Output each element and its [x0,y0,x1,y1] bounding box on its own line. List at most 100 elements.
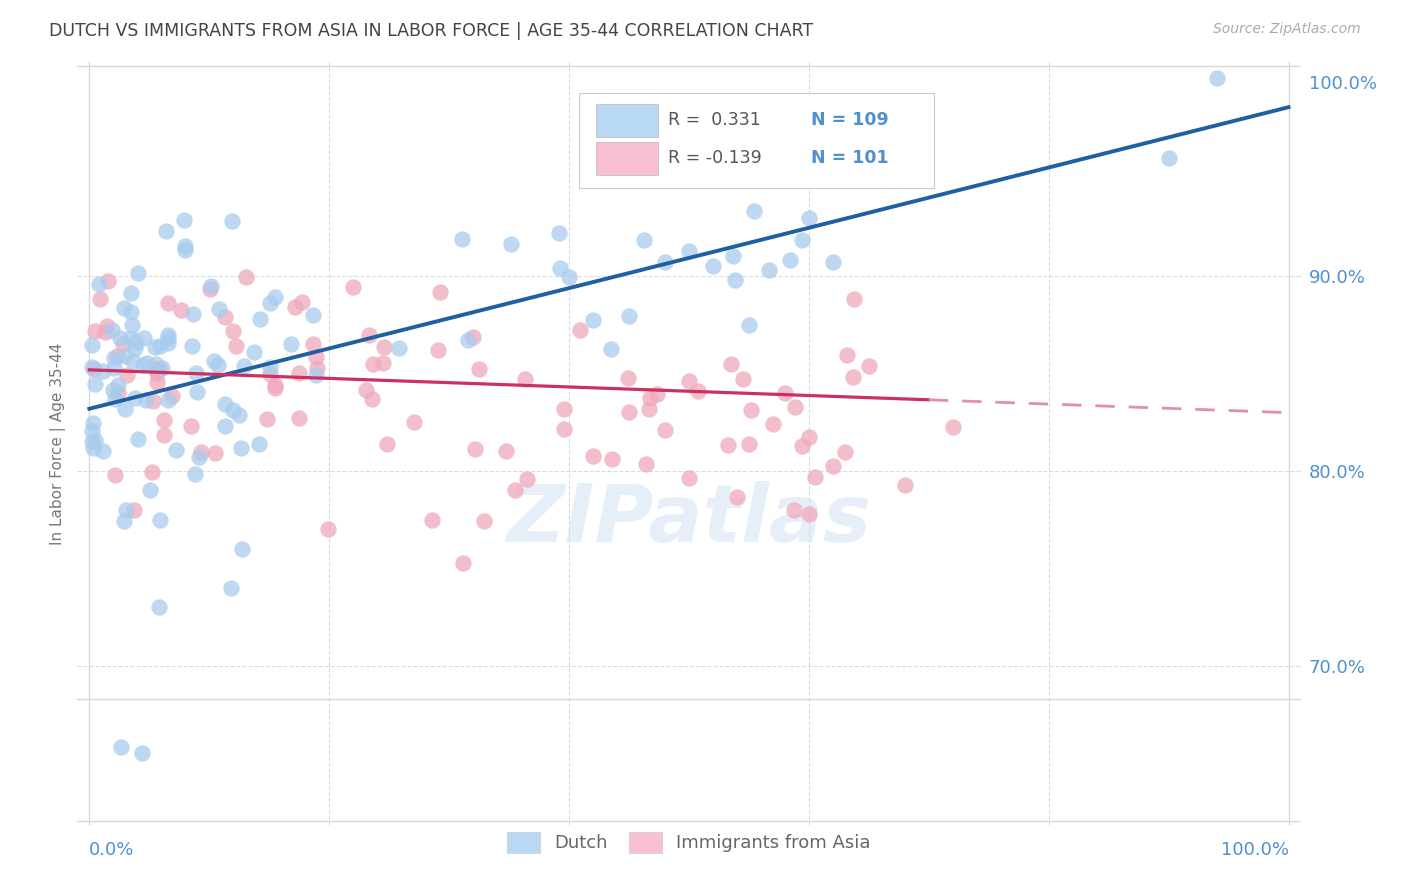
Point [142,394,165,409]
Point [678,374,700,388]
Point [360,392,382,406]
Point [156,393,179,408]
FancyBboxPatch shape [579,93,934,188]
Point [263,290,285,304]
Point [235,270,257,285]
Point [582,312,605,326]
Point [108,330,131,344]
Point [686,384,709,398]
Point [219,581,242,595]
Point [259,368,281,382]
Point [461,330,484,344]
Point [153,428,176,442]
Point [799,507,821,521]
Point [783,400,806,414]
Point [146,366,169,380]
Point [97,274,120,288]
Point [150,360,173,375]
Point [146,375,169,389]
Point [834,445,856,459]
Point [135,393,157,408]
Point [762,417,785,431]
Point [155,224,177,238]
Point [103,351,125,366]
Point [82,441,104,455]
FancyBboxPatch shape [596,142,658,176]
Text: 0.0%: 0.0% [90,840,135,859]
Point [354,383,377,397]
Text: R =  0.331: R = 0.331 [668,111,761,128]
Point [720,358,742,372]
Point [634,458,657,472]
Point [91,443,114,458]
Point [232,359,254,373]
Point [160,389,183,403]
Point [202,354,225,368]
Point [184,467,207,481]
Point [280,336,302,351]
Point [145,357,167,371]
Point [420,513,443,527]
Point [157,331,180,345]
Point [104,467,127,482]
Point [790,233,813,247]
Point [717,438,740,452]
Point [165,443,187,458]
Point [127,432,149,446]
Point [112,301,135,316]
Point [114,503,136,517]
Point [114,401,136,416]
Point [82,416,104,430]
Point [468,361,491,376]
Point [678,244,700,258]
Point [305,361,328,376]
Point [1205,70,1227,85]
Point [600,342,623,356]
Point [107,378,129,392]
Point [149,513,172,527]
Point [738,318,761,333]
Point [821,255,844,269]
Point [600,452,623,467]
Point [89,292,111,306]
Point [388,341,411,355]
Point [198,282,221,296]
Point [145,362,167,376]
Point [135,356,157,370]
Point [301,336,323,351]
Point [139,483,162,497]
Point [87,277,110,292]
Point [359,328,381,343]
Point [451,232,474,246]
Point [101,323,124,337]
Point [131,746,153,760]
Point [214,397,236,411]
Point [464,442,486,456]
Point [548,260,571,275]
Point [249,312,271,326]
Point [259,360,281,375]
Point [548,226,571,240]
Point [894,478,917,492]
Point [702,259,724,273]
Point [143,340,166,354]
Point [553,422,575,436]
Point [288,367,311,381]
Point [721,249,744,263]
Point [132,331,155,345]
Point [654,254,676,268]
Point [184,367,207,381]
Point [569,323,592,337]
Point [617,371,640,385]
Point [247,437,270,451]
Y-axis label: In Labor Force | Age 35-44: In Labor Force | Age 35-44 [51,343,66,545]
Point [107,386,129,401]
Point [373,355,395,369]
Point [141,465,163,479]
Point [558,270,581,285]
Point [112,514,135,528]
Point [256,412,278,426]
Point [284,301,307,315]
Point [495,444,517,458]
Point [83,361,105,376]
